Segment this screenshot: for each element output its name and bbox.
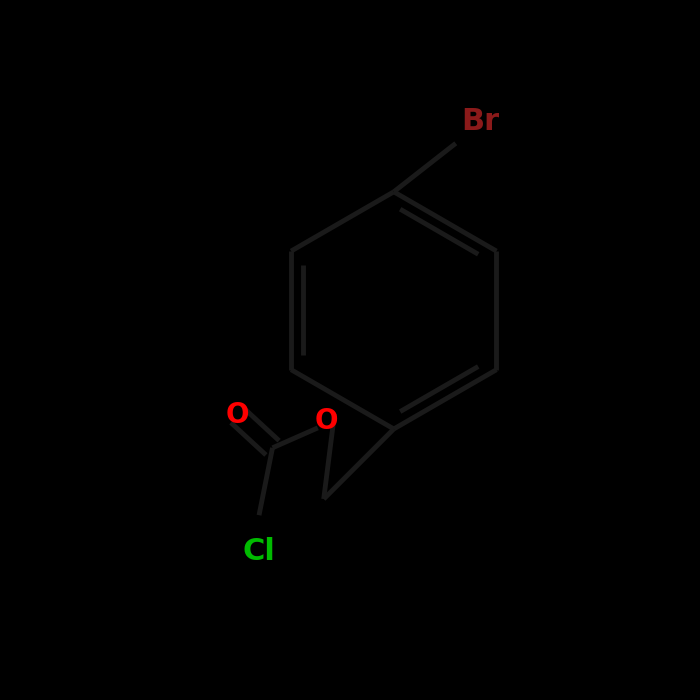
Text: Cl: Cl: [243, 537, 276, 566]
Text: O: O: [225, 402, 249, 430]
Text: Br: Br: [461, 107, 499, 136]
Text: O: O: [315, 407, 338, 435]
